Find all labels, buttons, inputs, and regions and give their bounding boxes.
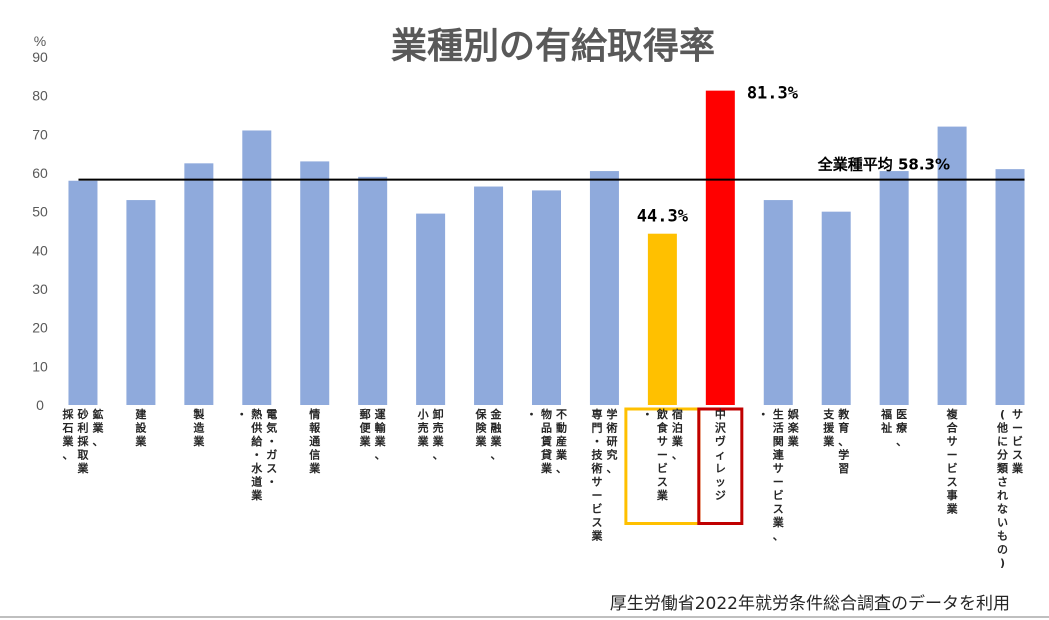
category-label: 電気・ガス・ xyxy=(266,408,277,489)
average-line-label: 全業種平均 58.3% xyxy=(817,156,950,174)
category-label: 鉱業、 xyxy=(91,407,104,448)
category-label: 不動産業、 xyxy=(555,408,568,475)
y-tick-label: 40 xyxy=(32,242,48,258)
category-label: 福祉 xyxy=(880,407,892,435)
bar xyxy=(589,171,619,405)
y-tick-label: 90 xyxy=(32,49,48,65)
category-label: 小売業 xyxy=(417,407,430,448)
bar xyxy=(126,200,156,405)
category-label: ・ xyxy=(526,408,537,421)
bars xyxy=(68,90,1025,405)
bar xyxy=(474,186,504,405)
category-label: 熱供給・水道業 xyxy=(250,407,263,502)
category-label: (他に分類されないもの) xyxy=(996,408,1009,570)
category-label: 卸売業、 xyxy=(432,407,445,462)
category-label: 物品賃貸業 xyxy=(540,407,553,475)
y-tick-label: 70 xyxy=(32,126,48,142)
bar xyxy=(242,130,272,405)
category-label: 生活関連サービス業、 xyxy=(772,407,785,543)
data-label: 44.3% xyxy=(637,207,689,227)
category-label: 中沢ヴィレッジ xyxy=(715,407,727,502)
bar xyxy=(995,169,1025,405)
category-label: 飲食サービス業 xyxy=(656,407,669,502)
bar xyxy=(184,163,214,405)
y-axis-ticks: 0 10 20 30 40 50 60 70 80 90 xyxy=(32,49,48,413)
bar xyxy=(532,190,561,405)
y-tick-label: 20 xyxy=(32,320,48,336)
category-label: 支援業 xyxy=(822,407,835,448)
data-labels: 44.3% 81.3% xyxy=(637,84,799,227)
category-label: 教育、学習 xyxy=(837,407,850,475)
category-label: 医療、 xyxy=(896,408,908,448)
category-label: 運輸業、 xyxy=(374,408,387,462)
category-label: 採石業、 xyxy=(61,407,74,462)
y-tick-label: 10 xyxy=(32,358,48,374)
category-label: サービス業 xyxy=(1011,408,1024,475)
category-label: 建設業 xyxy=(134,407,147,448)
data-label: 81.3% xyxy=(747,84,799,104)
y-tick-label: 80 xyxy=(32,88,48,104)
bar xyxy=(937,126,967,405)
source-note: 厚生労働省2022年就労条件総合調査のデータを利用 xyxy=(610,593,1010,614)
category-label: 複合サービス事業 xyxy=(946,407,959,516)
bar xyxy=(300,161,330,405)
category-label: 娯楽業 xyxy=(787,407,800,448)
bar xyxy=(821,211,851,405)
bar xyxy=(647,233,677,405)
category-label: ・ xyxy=(642,408,653,421)
y-tick-label: 0 xyxy=(36,397,44,413)
bottom-divider xyxy=(0,616,1049,618)
category-label: 金融業、 xyxy=(490,407,503,462)
bar xyxy=(358,176,388,405)
y-tick-label: 30 xyxy=(32,281,48,297)
bar xyxy=(416,213,446,405)
category-label: 専門・技術サービス業 xyxy=(590,407,603,543)
highlight-box xyxy=(697,407,744,525)
bar xyxy=(68,180,98,405)
y-axis-unit-label: % xyxy=(34,33,46,49)
reference-line-group: 全業種平均 58.3% xyxy=(78,156,1025,181)
category-label: ・ xyxy=(758,408,769,421)
category-label: 保険業 xyxy=(475,407,488,448)
category-label: ・ xyxy=(236,408,247,421)
category-label: 砂利採取業 xyxy=(76,407,89,475)
category-label: 情報通信業 xyxy=(308,407,321,475)
category-label: 学術研究、 xyxy=(605,407,617,475)
bar xyxy=(763,200,793,405)
chart-title: 業種別の有給取得率 xyxy=(391,26,715,67)
bar xyxy=(705,90,735,405)
category-label: 郵便業 xyxy=(359,407,372,448)
bar xyxy=(879,171,909,405)
highlight-boxes xyxy=(624,407,744,525)
category-label: 製造業 xyxy=(192,407,205,448)
y-tick-label: 60 xyxy=(32,165,48,181)
y-tick-label: 50 xyxy=(32,204,48,220)
category-label: 宿泊業、 xyxy=(671,407,684,462)
